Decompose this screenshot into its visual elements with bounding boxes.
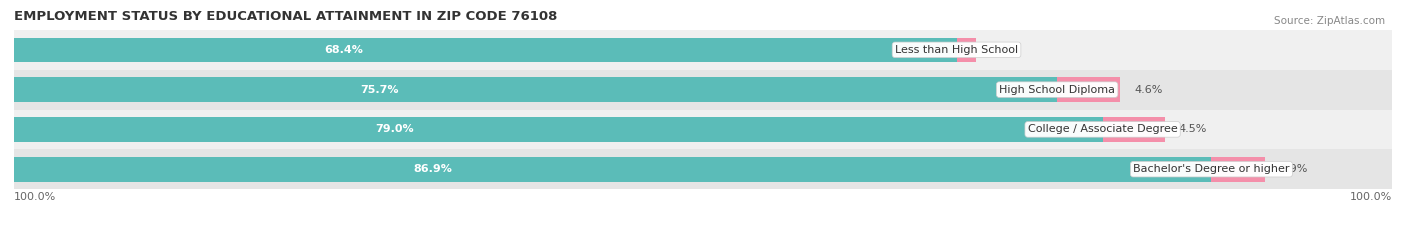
Bar bbox=[14, 117, 1102, 142]
Text: 79.0%: 79.0% bbox=[375, 124, 415, 134]
Text: 4.6%: 4.6% bbox=[1135, 85, 1163, 95]
Text: 75.7%: 75.7% bbox=[360, 85, 398, 95]
Text: High School Diploma: High School Diploma bbox=[1000, 85, 1115, 95]
Bar bbox=[14, 38, 956, 62]
Bar bbox=[14, 149, 1392, 189]
Text: Bachelor's Degree or higher: Bachelor's Degree or higher bbox=[1133, 164, 1289, 174]
Text: EMPLOYMENT STATUS BY EDUCATIONAL ATTAINMENT IN ZIP CODE 76108: EMPLOYMENT STATUS BY EDUCATIONAL ATTAINM… bbox=[14, 10, 557, 23]
Bar bbox=[1212, 157, 1265, 182]
Bar bbox=[14, 30, 1392, 70]
Text: 4.5%: 4.5% bbox=[1178, 124, 1206, 134]
Bar bbox=[1057, 77, 1121, 102]
Bar bbox=[956, 38, 976, 62]
Bar bbox=[14, 77, 1057, 102]
Text: Less than High School: Less than High School bbox=[896, 45, 1018, 55]
Text: 86.9%: 86.9% bbox=[413, 164, 453, 174]
Bar bbox=[14, 110, 1392, 149]
Bar bbox=[14, 157, 1212, 182]
Bar bbox=[1102, 117, 1164, 142]
Bar bbox=[14, 70, 1392, 110]
Text: Source: ZipAtlas.com: Source: ZipAtlas.com bbox=[1274, 16, 1385, 26]
Text: 3.9%: 3.9% bbox=[1279, 164, 1308, 174]
Text: 68.4%: 68.4% bbox=[325, 45, 363, 55]
Text: College / Associate Degree: College / Associate Degree bbox=[1028, 124, 1177, 134]
Text: 1.4%: 1.4% bbox=[990, 45, 1018, 55]
Text: 100.0%: 100.0% bbox=[14, 192, 56, 202]
Text: 100.0%: 100.0% bbox=[1350, 192, 1392, 202]
